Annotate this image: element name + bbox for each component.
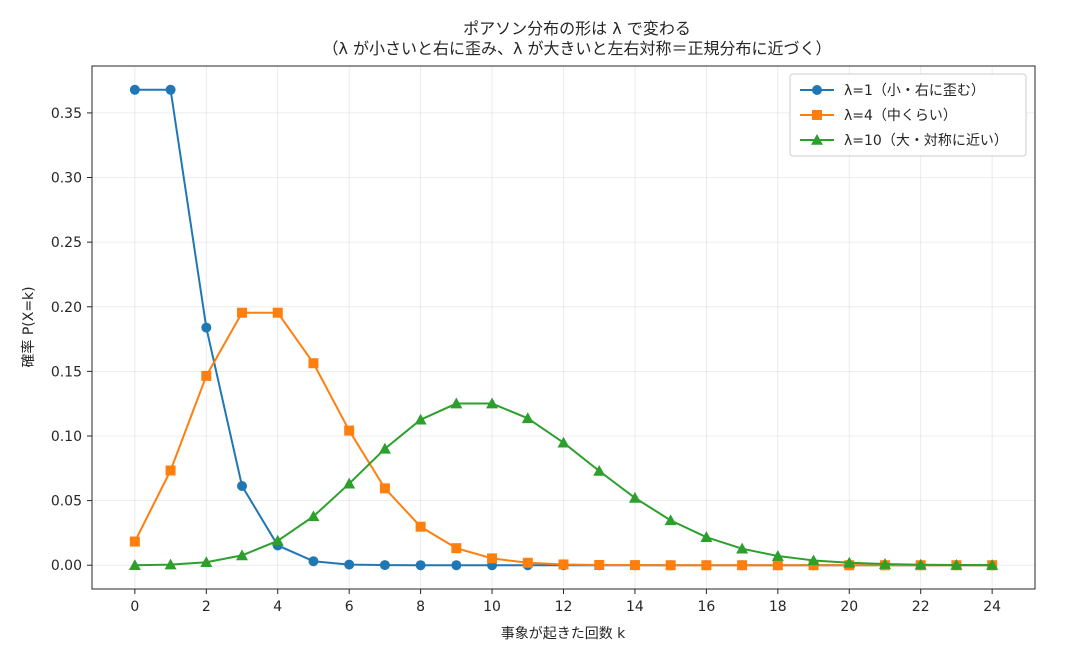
series-3-point	[878, 558, 891, 569]
series-3-point	[950, 558, 963, 570]
chart-subtitle: （λ が小さいと右に歪み、λ が大きいと左右対称＝正規分布に近づく）	[322, 39, 831, 58]
series-1-point	[415, 560, 426, 571]
series-3-point	[521, 412, 534, 424]
series-2-point	[772, 560, 783, 571]
series-3-point	[343, 477, 356, 489]
x-tick-label: 24	[983, 599, 1001, 615]
series-3-point	[164, 558, 177, 570]
series-3-point	[200, 556, 213, 568]
series-3-point	[843, 556, 856, 568]
series-3-point	[664, 514, 677, 526]
x-tick-label: 12	[555, 599, 573, 615]
series-2-point	[237, 307, 248, 318]
y-tick-label: 0.35	[51, 106, 82, 122]
series-2-point	[737, 560, 748, 571]
series-3-point	[378, 442, 391, 454]
x-tick-label: 10	[483, 599, 501, 615]
x-tick-label: 22	[912, 599, 930, 615]
y-tick-label: 0.20	[51, 300, 82, 316]
series-3-point	[450, 397, 463, 409]
series-3-point	[807, 554, 820, 566]
series-1-point	[129, 84, 140, 95]
x-tick-label: 4	[273, 599, 282, 615]
x-tick-label: 8	[416, 599, 425, 615]
series-3-point	[128, 559, 141, 571]
series-1-point	[379, 560, 390, 571]
legend-swatch-marker	[811, 134, 823, 145]
x-tick-label: 6	[345, 599, 354, 615]
series-3-point	[914, 558, 927, 570]
series-1-point	[165, 84, 176, 95]
series-3-point	[271, 534, 284, 546]
series-2-point	[272, 307, 283, 318]
series-3-point	[986, 559, 999, 570]
x-tick-label: 2	[202, 599, 211, 615]
series-2-point	[129, 536, 140, 547]
x-axis-label: 事象が起きた回数 k	[501, 626, 626, 642]
series-3-point	[700, 531, 713, 542]
y-tick-label: 0.05	[51, 494, 82, 510]
series-3-point	[593, 465, 606, 476]
series-2-point	[522, 557, 533, 568]
series-1-point	[308, 556, 319, 567]
series-1-point	[344, 559, 355, 570]
series-3-point	[486, 397, 499, 409]
series-1-point	[237, 481, 248, 492]
chart-title: ポアソン分布の形は λ で変わる	[463, 19, 691, 38]
series-2-point	[344, 425, 355, 436]
series-2-point	[379, 483, 390, 494]
legend-box	[789, 73, 1027, 157]
x-tick-label: 18	[769, 599, 787, 615]
series-3-point	[628, 491, 641, 503]
series-2-point	[558, 559, 569, 570]
series-3-point	[414, 413, 427, 425]
legend-entry-2: λ=4（中くらい）	[844, 108, 957, 124]
x-tick-label: 14	[626, 599, 644, 615]
legend-entry-1: λ=1（小・右に歪む）	[844, 83, 985, 99]
series-2-point	[487, 553, 498, 564]
legend-swatch-marker	[812, 110, 822, 120]
series-3-point	[307, 510, 320, 522]
series-1-point	[201, 322, 212, 333]
x-tick-label: 20	[840, 599, 858, 615]
series-2-point	[451, 543, 462, 554]
y-tick-label: 0.30	[51, 171, 82, 187]
series-3-point	[557, 436, 570, 448]
x-tick-label: 16	[697, 599, 715, 615]
series-2-point	[665, 560, 676, 571]
series-2-point	[165, 465, 176, 476]
x-tick-label: 0	[130, 599, 139, 615]
y-tick-label: 0.25	[51, 235, 82, 251]
y-tick-label: 0.15	[51, 364, 82, 380]
series-2-point	[701, 560, 712, 571]
y-tick-label: 0.10	[51, 429, 82, 445]
legend-swatch-marker	[812, 85, 822, 95]
series-2-point	[629, 560, 640, 571]
y-axis-label: 確率 P(X=k)	[20, 286, 37, 367]
series-2-point	[201, 370, 212, 381]
y-tick-label: 0.00	[51, 558, 82, 574]
legend-entry-3: λ=10（大・対称に近い）	[844, 133, 1008, 149]
series-2-point	[308, 358, 319, 369]
series-3-point	[771, 550, 784, 561]
series-3-point	[736, 542, 749, 554]
series-1-point	[451, 560, 462, 571]
series-3-point	[236, 549, 249, 561]
series-2-point	[415, 521, 426, 532]
series-2-point	[594, 559, 605, 570]
